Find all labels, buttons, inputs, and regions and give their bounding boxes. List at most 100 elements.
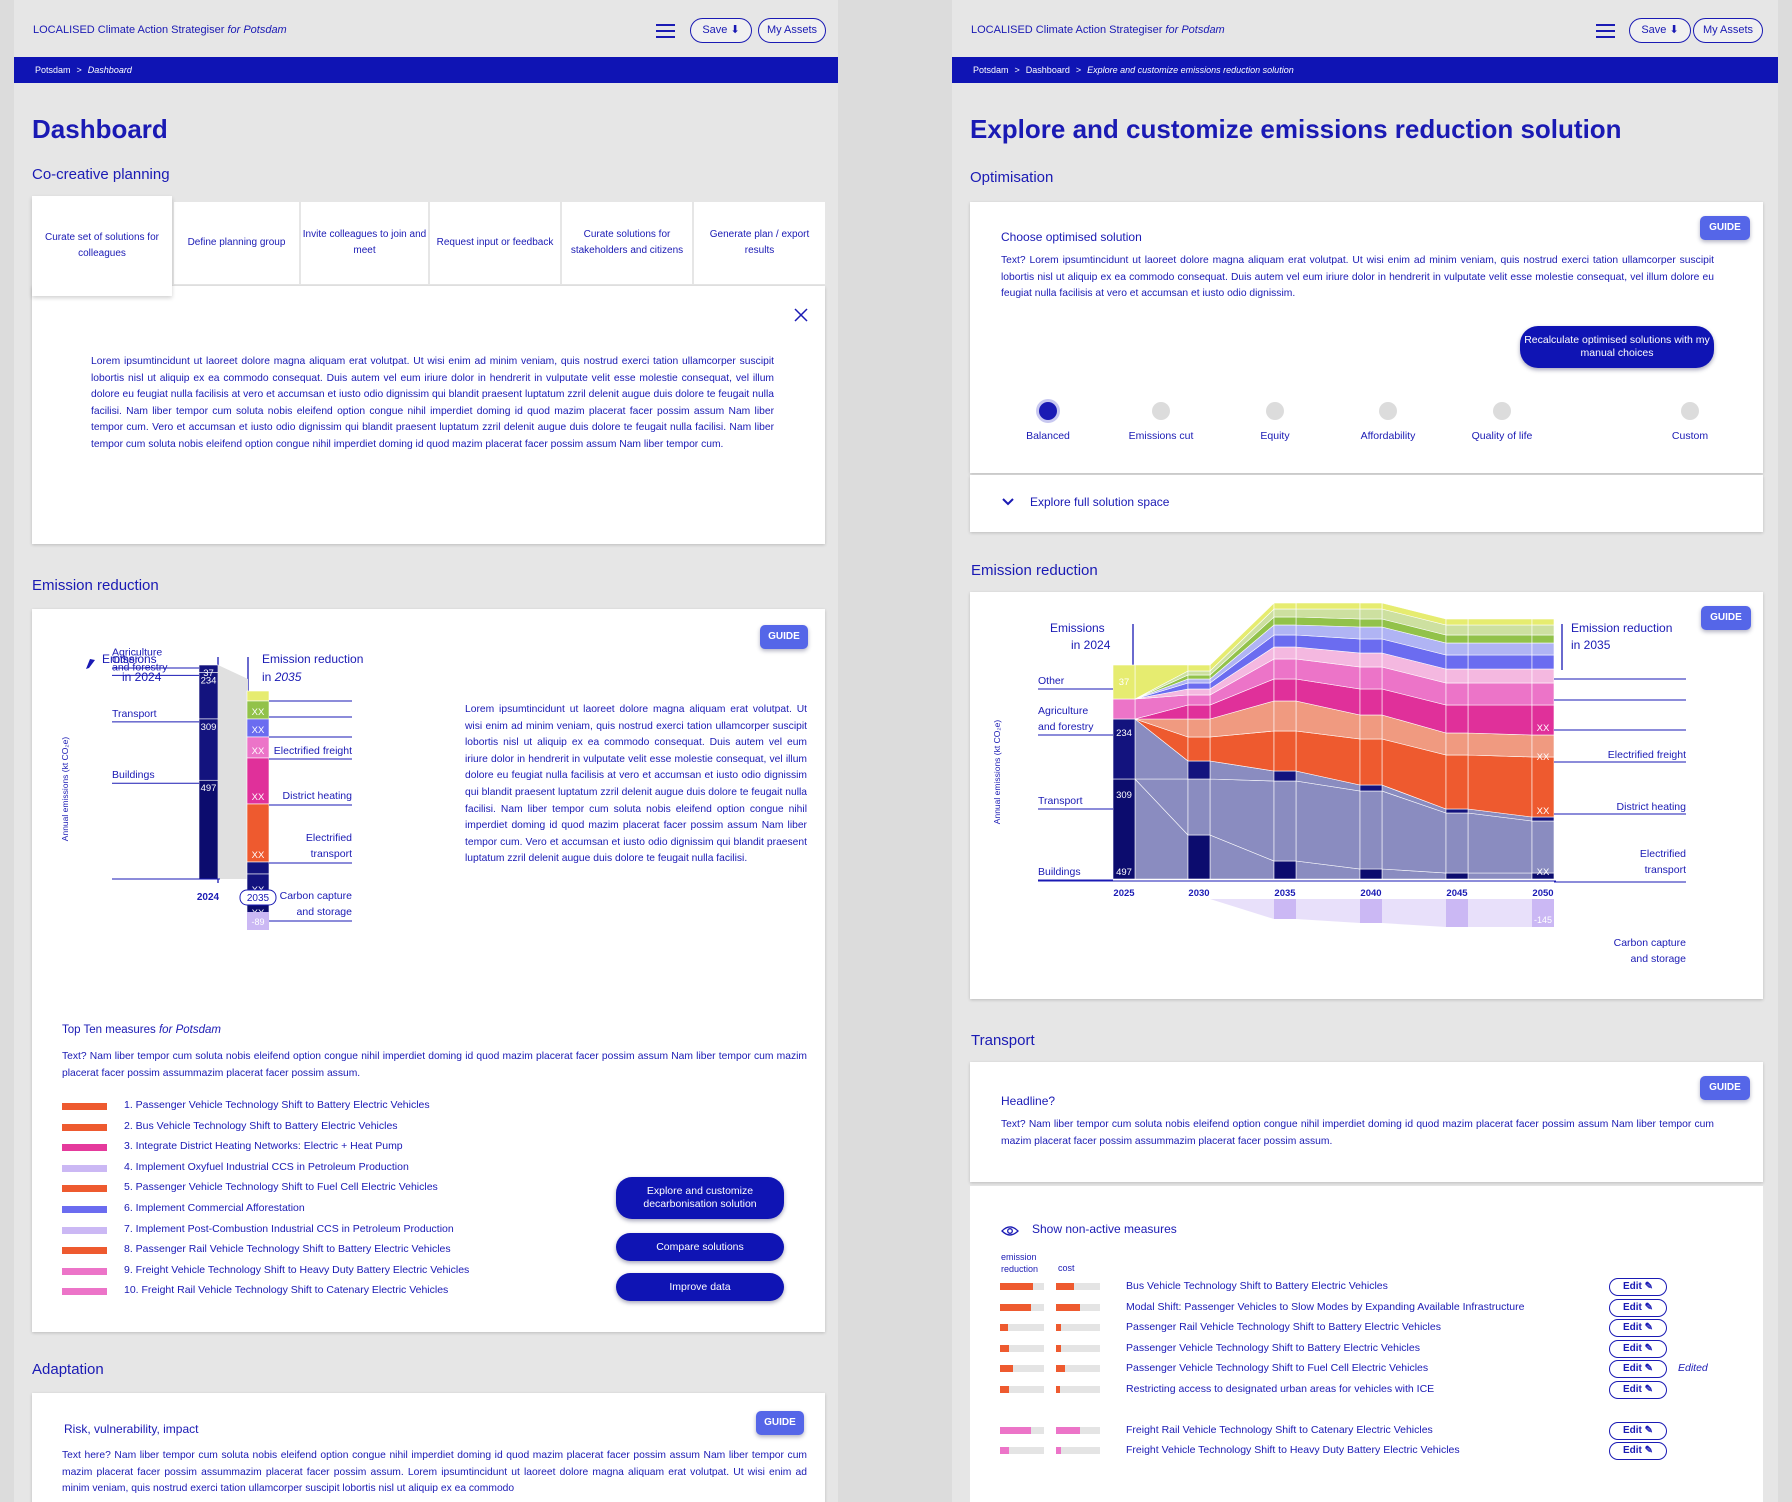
show-nonactive-toggle[interactable]: Show non-active measures — [1032, 1222, 1177, 1236]
transport-measure-label: Restricting access to designated urban a… — [1126, 1383, 1435, 1395]
bar-2025-value-buildings: 497 — [1116, 867, 1132, 878]
breadcrumb-dashboard[interactable]: Dashboard — [1025, 65, 1070, 75]
pathway-bar-segment — [1359, 638, 1383, 654]
chart-heading-right: Emission reduction — [262, 652, 363, 666]
edit-button[interactable]: Edit ✎ — [1609, 1381, 1667, 1399]
measure-row[interactable]: 2. Bus Vehicle Technology Shift to Batte… — [62, 1120, 522, 1134]
category-label: and forestry — [112, 661, 168, 673]
recalculate-button[interactable]: Recalculate optimised solutions with my … — [1520, 326, 1714, 368]
close-icon[interactable] — [794, 308, 808, 322]
explore-pane: LOCALISED Climate Action Strategiser for… — [952, 0, 1778, 1502]
guide-button-optimisation[interactable]: GUIDE — [1700, 216, 1750, 240]
reduction-label-ccs-2: and storage — [1631, 953, 1687, 965]
emission-reduction-bar — [1000, 1386, 1044, 1393]
measure-row[interactable]: 9. Freight Vehicle Technology Shift to H… — [62, 1264, 522, 1278]
edit-button[interactable]: Edit ✎ — [1609, 1442, 1667, 1461]
guide-button-emission-right[interactable]: GUIDE — [1701, 606, 1751, 630]
reduction-label-transport: Electrified — [1640, 848, 1686, 860]
category-label-other: Other — [1038, 675, 1065, 687]
my-assets-button-right[interactable]: My Assets — [1693, 18, 1763, 43]
tab-curate-stakeholders[interactable]: Curate solutions for stakeholders and ci… — [562, 202, 692, 284]
measure-swatch — [62, 1185, 107, 1193]
emission-reduction-bar — [1000, 1426, 1044, 1434]
risk-title: Risk, vulnerability, impact — [64, 1422, 199, 1436]
tab-invite-colleagues[interactable]: Invite colleagues to join and meet — [301, 202, 428, 284]
pathway-bar-segment — [1359, 652, 1383, 668]
transport-measure-row: Bus Vehicle Technology Shift to Battery … — [970, 1278, 1730, 1296]
menu-icon-right[interactable] — [1596, 24, 1615, 38]
pathway-bar-segment — [1445, 732, 1469, 756]
measure-row[interactable]: 1. Passenger Vehicle Technology Shift to… — [62, 1099, 522, 1113]
emission-reduction-bar — [1000, 1303, 1044, 1311]
measure-row[interactable]: 8. Passenger Rail Vehicle Technology Shi… — [62, 1243, 522, 1257]
pathway-bar-segment — [1187, 834, 1211, 880]
explore-label: Explore full solution space — [1030, 495, 1170, 509]
pathway-bar-segment — [1273, 700, 1297, 732]
pathway-bar-segment — [1273, 860, 1297, 880]
transport-measure-label: Freight Rail Vehicle Technology Shift to… — [1126, 1423, 1433, 1436]
option-affordability-radio[interactable] — [1379, 402, 1397, 420]
reduction-label-ccs: Carbon capture — [1614, 937, 1687, 949]
eye-icon[interactable] — [1001, 1224, 1019, 1236]
transport-measure-row: Modal Shift: Passenger Vehicles to Slow … — [970, 1298, 1730, 1317]
breadcrumb-explore: Explore and customize emissions reductio… — [1087, 65, 1294, 75]
option-emissions-cut-radio[interactable] — [1152, 402, 1170, 420]
pathway-bar-segment — [1359, 738, 1383, 786]
bar-2035-value: XX — [252, 792, 265, 803]
my-assets-button[interactable]: My Assets — [758, 18, 826, 43]
explore-solution-space[interactable]: Explore full solution space — [970, 475, 1763, 532]
edit-button[interactable]: Edit ✎ — [1609, 1319, 1667, 1338]
option-equity-radio[interactable] — [1266, 402, 1284, 420]
edit-button[interactable]: Edit ✎ — [1609, 1278, 1667, 1296]
explore-solution-button[interactable]: Explore and customize decarbonisation so… — [616, 1177, 784, 1219]
reduction-label-transport-2: transport — [1645, 864, 1687, 876]
measure-row[interactable]: 6. Implement Commercial Afforestation — [62, 1202, 522, 1216]
breadcrumb: Potsdam > Dashboard — [14, 57, 838, 83]
tab-define-group[interactable]: Define planning group — [174, 202, 299, 284]
pathway-bar-segment — [1531, 624, 1555, 636]
save-button-right[interactable]: Save ⬇ — [1629, 18, 1691, 43]
option-custom-radio[interactable] — [1681, 402, 1699, 420]
pathway-bar-segment — [1359, 868, 1383, 880]
measure-row[interactable]: 4. Implement Oxyfuel Industrial CCS in P… — [62, 1161, 522, 1175]
menu-icon[interactable] — [656, 24, 675, 38]
tab-request-input[interactable]: Request input or feedback — [430, 202, 560, 284]
pathway-bar-segment — [1273, 602, 1297, 610]
pathway-bar-segment — [1273, 658, 1297, 680]
category-label: Buildings — [112, 769, 155, 781]
save-button[interactable]: Save ⬇ — [690, 18, 752, 43]
transport-measure-row: Passenger Vehicle Technology Shift to Ba… — [970, 1339, 1730, 1358]
tab-curate-colleagues[interactable]: Curate set of solutions for colleagues — [32, 196, 172, 296]
tab-generate-plan[interactable]: Generate plan / export results — [694, 202, 825, 284]
edit-button[interactable]: Edit ✎ — [1609, 1298, 1667, 1317]
measure-row[interactable]: 5. Passenger Vehicle Technology Shift to… — [62, 1181, 522, 1195]
option-quality-of-life-radio[interactable] — [1493, 402, 1511, 420]
chart-heading-left: Emissions — [1050, 621, 1105, 635]
transport-measure-label: Freight Vehicle Technology Shift to Heav… — [1126, 1444, 1460, 1457]
guide-button-adaptation[interactable]: GUIDE — [756, 1411, 804, 1435]
breadcrumb-potsdam[interactable]: Potsdam — [35, 65, 71, 75]
measure-row[interactable]: 10. Freight Rail Vehicle Technology Shif… — [62, 1284, 522, 1298]
guide-button-transport[interactable]: GUIDE — [1700, 1076, 1750, 1100]
bar-2024-buildings — [198, 779, 219, 880]
pathway-bar-segment — [1445, 808, 1469, 814]
improve-data-button[interactable]: Improve data — [616, 1273, 784, 1301]
edit-button[interactable]: Edit ✎ — [1609, 1421, 1667, 1440]
edit-button[interactable]: Edit ✎ — [1609, 1339, 1667, 1358]
option-balanced-radio[interactable] — [1039, 402, 1057, 420]
carbon-capture-bar — [247, 912, 269, 930]
guide-button[interactable]: GUIDE — [760, 625, 808, 649]
choose-text: Text? Lorem ipsumtincidunt ut laoreet do… — [1001, 255, 1714, 300]
pathway-band — [1467, 668, 1533, 684]
transport-measure-label: Bus Vehicle Technology Shift to Battery … — [1126, 1280, 1388, 1292]
compare-solutions-button[interactable]: Compare solutions — [616, 1233, 784, 1261]
carbon-capture-bar — [1532, 899, 1554, 927]
measure-row[interactable]: 3. Integrate District Heating Networks: … — [62, 1140, 522, 1154]
bar-2050-value: XX — [1537, 752, 1550, 763]
edit-button[interactable]: Edit ✎ — [1609, 1360, 1667, 1379]
pathway-bar-segment — [1187, 736, 1211, 762]
breadcrumb-potsdam[interactable]: Potsdam — [973, 65, 1009, 75]
chart-heading-left: Emissions — [102, 652, 157, 666]
emission-heading: Emission reduction — [32, 577, 159, 594]
measure-row[interactable]: 7. Implement Post-Combustion Industrial … — [62, 1223, 522, 1237]
